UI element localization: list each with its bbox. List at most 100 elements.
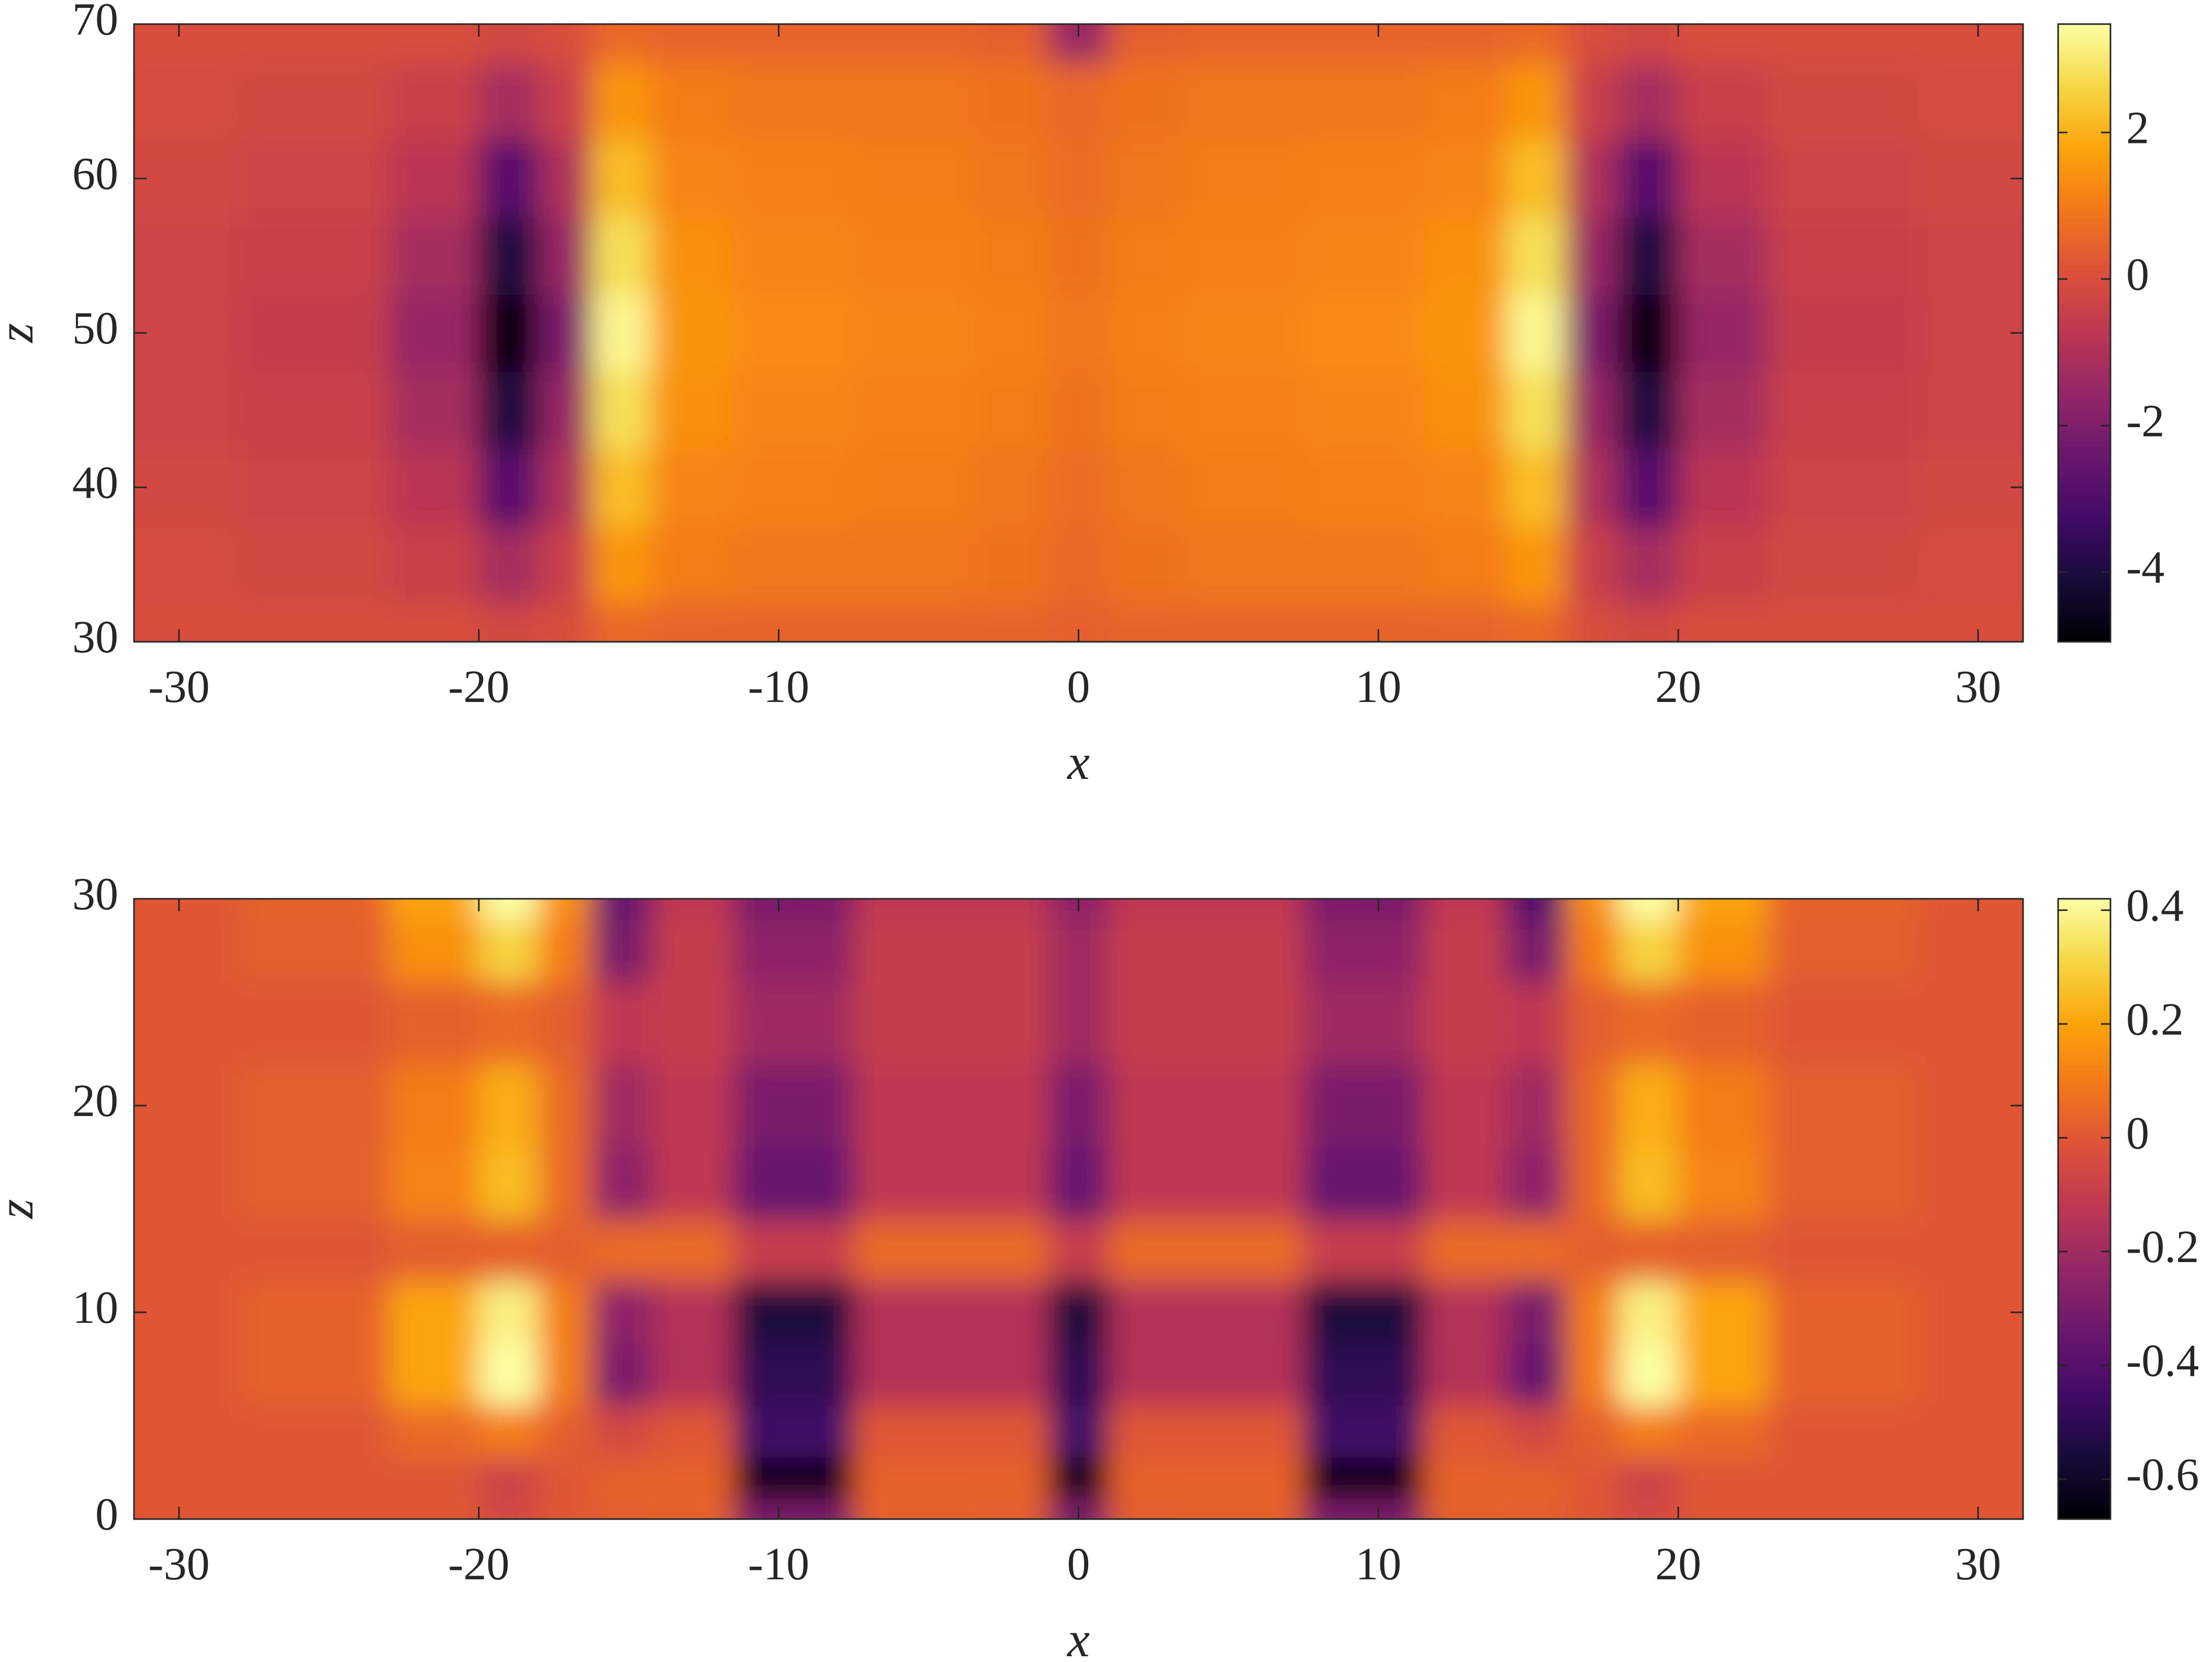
heatmap-cell — [1505, 371, 1567, 450]
heatmap-cell — [539, 1064, 592, 1147]
heatmap-cell — [539, 603, 592, 642]
heatmap-cell — [1768, 526, 1919, 604]
heatmap-cell — [974, 919, 1049, 982]
heatmap-cell — [1678, 62, 1769, 141]
heatmap-cell — [134, 62, 240, 141]
heatmap-cell — [539, 981, 592, 1065]
heatmap-cell — [478, 1343, 540, 1406]
heatmap-cell — [539, 1281, 592, 1344]
heatmap-cell — [1108, 217, 1184, 295]
heatmap-cell — [1505, 217, 1567, 295]
heatmap-cell — [1303, 603, 1424, 642]
heatmap-cell — [1618, 899, 1679, 920]
heatmap-cell — [1423, 140, 1506, 218]
heatmap-cell — [1505, 981, 1567, 1065]
heatmap-cell — [1618, 24, 1679, 63]
heatmap-cell — [1768, 1343, 1919, 1406]
heatmap-cell — [1303, 449, 1424, 527]
heatmap-cell — [853, 371, 974, 450]
heatmap-cell — [478, 371, 540, 450]
heatmap-cell — [1048, 1219, 1109, 1282]
heatmap-cell — [1768, 449, 1919, 527]
heatmap-cell — [539, 1405, 592, 1458]
heatmap-cell — [1678, 449, 1769, 527]
heatmap-cell — [478, 1498, 540, 1519]
heatmap-cell — [478, 1281, 540, 1344]
heatmap-cell — [388, 217, 479, 295]
heatmap-cell — [1423, 1219, 1506, 1282]
heatmap-cell — [1678, 899, 1769, 920]
heatmap-cell — [1566, 899, 1619, 920]
heatmap-cell — [1918, 24, 2023, 63]
heatmap-cell — [388, 24, 479, 63]
heatmap-cell — [1303, 1343, 1424, 1406]
heatmap-cell — [239, 899, 389, 920]
heatmap-cell — [733, 294, 854, 372]
heatmap-cell — [1183, 140, 1304, 218]
heatmap-cell — [1108, 1281, 1184, 1344]
heatmap-cell — [1566, 140, 1619, 218]
heatmap-cell — [974, 1498, 1049, 1519]
heatmap-cell — [1618, 1457, 1679, 1499]
heatmap-cell — [853, 981, 974, 1065]
colorbar-tick-label: -0.4 — [2126, 1336, 2199, 1387]
heatmap-cell — [134, 1405, 240, 1458]
heatmap-cell — [1048, 1064, 1109, 1147]
heatmap-cell — [1423, 899, 1506, 920]
heatmap-cell — [239, 526, 389, 604]
heatmap-cell — [1108, 899, 1184, 920]
heatmap-cell — [1183, 899, 1304, 920]
heatmap-cell — [1566, 1147, 1619, 1220]
heatmap-cell — [134, 294, 240, 372]
colorbar-tick-label: -0.2 — [2126, 1222, 2199, 1273]
heatmap-cell — [1768, 62, 1919, 141]
heatmap-cell — [478, 294, 540, 372]
x-tick-label: 0 — [1067, 662, 1090, 712]
heatmap-cell — [1423, 603, 1506, 642]
heatmap-cell — [1303, 294, 1424, 372]
heatmap-cell — [1618, 62, 1679, 141]
heatmap-cell — [478, 919, 540, 982]
heatmap-cell — [591, 919, 652, 982]
heatmap-cell — [1678, 24, 1769, 63]
heatmap-cell — [1423, 1498, 1506, 1519]
heatmap-cell — [1678, 294, 1769, 372]
heatmap-cell — [1048, 449, 1109, 527]
heatmap-cell — [239, 1405, 389, 1458]
y-tick-label: 60 — [72, 149, 118, 199]
heatmap-cell — [1108, 24, 1184, 63]
heatmap-cell — [1303, 919, 1424, 982]
heatmap-cell — [1918, 140, 2023, 218]
heatmap-cell — [1423, 1405, 1506, 1458]
heatmap-cell — [1108, 1147, 1184, 1220]
heatmap-cell — [1918, 899, 2023, 920]
heatmap-cell — [591, 1219, 652, 1282]
heatmap-cell — [1678, 1457, 1769, 1499]
heatmap-cell — [1618, 1498, 1679, 1519]
heatmap-cell — [1183, 981, 1304, 1065]
heatmap-cell — [1566, 217, 1619, 295]
heatmap-cell — [853, 1457, 974, 1499]
heatmap-cell — [1768, 1064, 1919, 1147]
heatmap-cell — [134, 1147, 240, 1220]
heatmap-cell — [539, 1147, 592, 1220]
heatmap-cell — [974, 1457, 1049, 1499]
heatmap-cell — [539, 294, 592, 372]
heatmap-cell — [1768, 24, 1919, 63]
heatmap-cell — [1183, 1281, 1304, 1344]
heatmap-cell — [591, 449, 652, 527]
heatmap-cell — [1678, 140, 1769, 218]
y-tick-label: 50 — [72, 303, 118, 354]
heatmap-cell — [539, 526, 592, 604]
heatmap-cell — [1303, 526, 1424, 604]
y-axis-label: z — [0, 1199, 43, 1220]
heatmap-cell — [1505, 526, 1567, 604]
heatmap-cell — [1566, 1343, 1619, 1406]
y-tick-label: 40 — [72, 458, 118, 508]
heatmap-cell — [974, 62, 1049, 141]
heatmap-cell — [1678, 1219, 1769, 1282]
heatmap-cell — [591, 1281, 652, 1344]
heatmap-cell — [1423, 981, 1506, 1065]
colorbar-tick-label: 0 — [2126, 1108, 2149, 1159]
